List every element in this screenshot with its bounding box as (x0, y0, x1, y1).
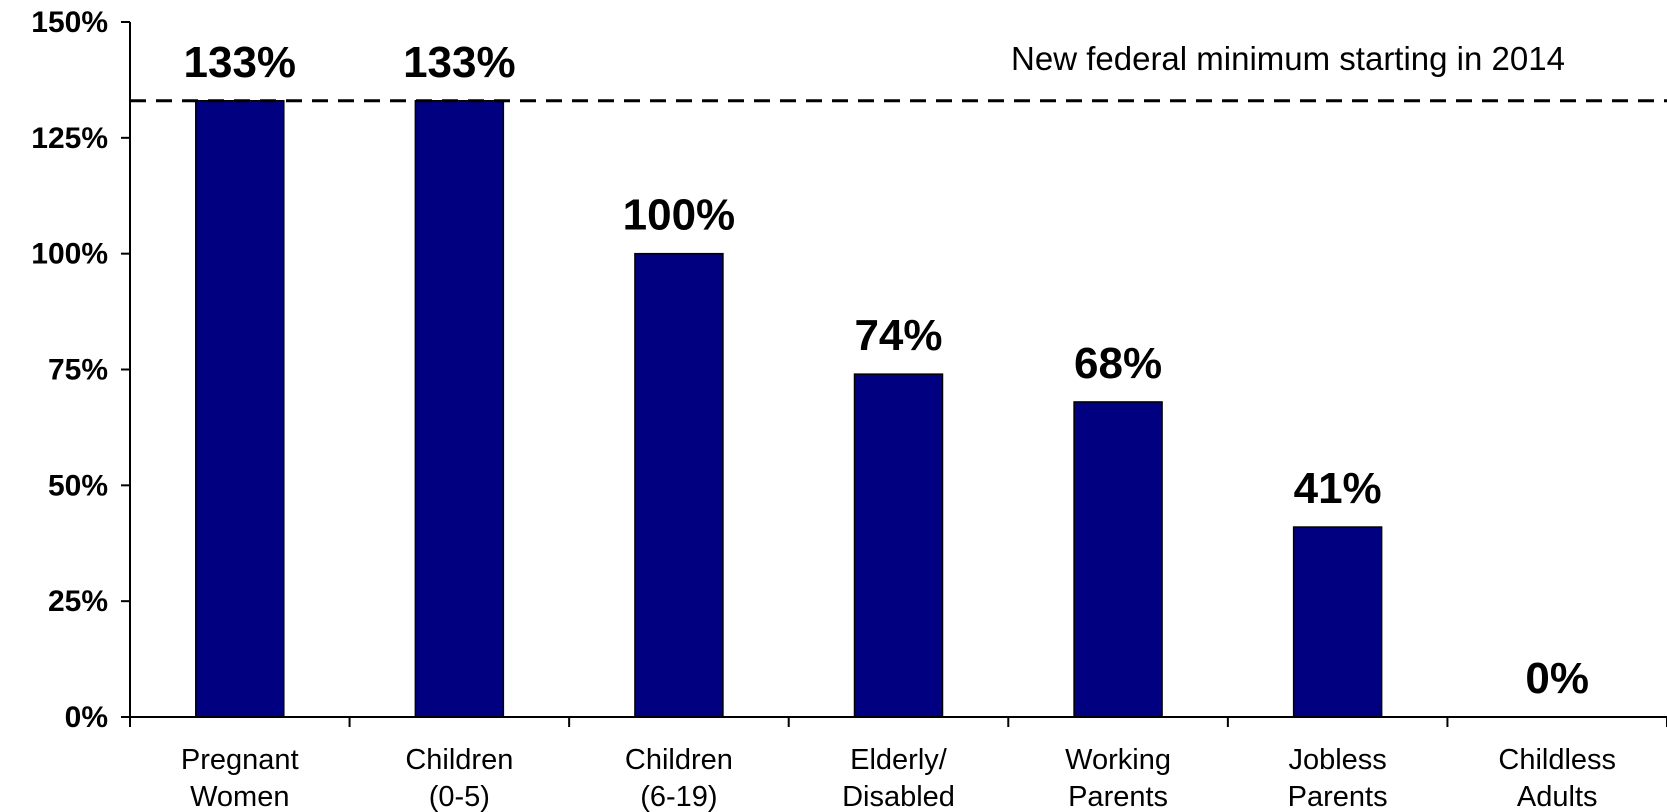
x-tick-label: Children (625, 744, 733, 776)
x-tick-label: Disabled (842, 781, 955, 812)
reference-line-label: New federal minimum starting in 2014 (1011, 40, 1565, 77)
bar (1073, 401, 1163, 718)
x-tick-label: Children (405, 744, 513, 776)
x-tick-label: (0-5) (429, 781, 490, 812)
data-label: 41% (1294, 464, 1382, 513)
data-label: 74% (854, 311, 942, 360)
y-tick-label: 75% (48, 354, 108, 387)
y-tick-label: 50% (48, 469, 108, 502)
x-tick-label: Adults (1517, 781, 1598, 812)
x-tick-label: Women (190, 781, 289, 812)
data-label: 0% (1525, 654, 1589, 703)
y-tick-label: 100% (31, 238, 108, 271)
y-axis-ticks: 0% 25% 50% 75% 100% 125% 150% (31, 6, 130, 734)
x-axis-ticks: Pregnant Women Children (0-5) Children (6-19)… (129, 717, 1667, 812)
bar (634, 252, 724, 718)
x-tick-label: Parents (1068, 781, 1168, 812)
x-tick-label: (6-19) (640, 781, 717, 812)
data-label: 133% (184, 38, 297, 87)
data-labels: 133% 133% 100% 74% 68% 41% 0% (184, 38, 1589, 703)
bar (1292, 526, 1383, 718)
x-tick-label: Childless (1498, 744, 1616, 776)
y-tick-label: 25% (48, 585, 108, 618)
bar (853, 373, 944, 718)
y-tick-label: 0% (65, 701, 108, 734)
x-tick-label: Working (1065, 744, 1171, 776)
data-label: 100% (623, 191, 736, 240)
x-tick-label: Pregnant (181, 744, 299, 776)
data-label: 133% (403, 38, 516, 87)
y-tick-label: 150% (31, 6, 108, 39)
bar (414, 100, 505, 718)
bar (195, 100, 285, 718)
x-tick-label: Elderly/ (850, 744, 948, 776)
bars (195, 100, 1383, 718)
y-tick-label: 125% (31, 122, 108, 155)
x-tick-label: Parents (1288, 781, 1388, 812)
x-tick-label: Jobless (1288, 744, 1386, 776)
data-label: 68% (1074, 339, 1162, 388)
